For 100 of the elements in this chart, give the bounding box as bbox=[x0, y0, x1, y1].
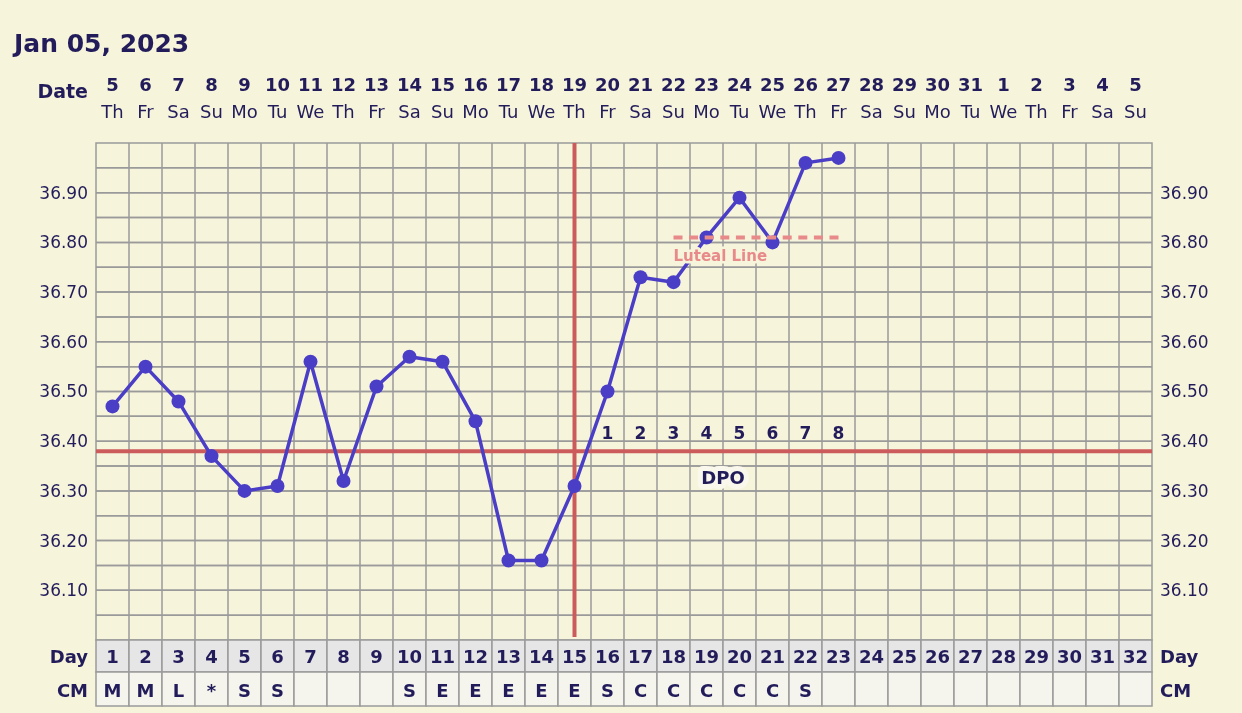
x-tick-label: 16 S bbox=[594, 646, 621, 701]
x-tick-label: 27 bbox=[957, 646, 984, 667]
x-tick-label: 20 C bbox=[726, 646, 753, 701]
x2-tick-label: 20 Fr bbox=[594, 74, 621, 122]
annotation: 4 bbox=[700, 423, 713, 444]
x2-tick-label: 29 Su bbox=[891, 74, 918, 122]
x2-tick-label: 10 Tu bbox=[264, 74, 291, 122]
x-tick-label: 31 bbox=[1089, 646, 1116, 667]
x-tick-label: 26 bbox=[924, 646, 951, 667]
y-tick-label: 36.10 bbox=[39, 580, 88, 601]
point bbox=[204, 449, 219, 464]
annotation: 1 bbox=[601, 423, 614, 444]
x-tick-label: 29 bbox=[1023, 646, 1050, 667]
x2-axis-title: Date bbox=[37, 80, 88, 102]
x-tick-label: 24 bbox=[858, 646, 885, 667]
point bbox=[435, 354, 450, 369]
annotation: 5 bbox=[733, 423, 746, 444]
point bbox=[171, 394, 186, 409]
point bbox=[105, 399, 120, 414]
x2-tick-label: 21 Sa bbox=[627, 74, 654, 122]
x2-tick-label: 19 Th bbox=[561, 74, 588, 122]
x-tick-label: 25 bbox=[891, 646, 918, 667]
x-tick-label: 30 bbox=[1056, 646, 1083, 667]
y-tick-label: 36.50 bbox=[39, 381, 88, 402]
x-tick-label: 17 C bbox=[627, 646, 654, 701]
x-tick-label: 10 S bbox=[396, 646, 423, 701]
x-tick-label: 11 E bbox=[429, 646, 456, 701]
x-tick-label: 8 bbox=[337, 646, 350, 667]
x-tick-label: 21 C bbox=[759, 646, 786, 701]
point bbox=[468, 414, 483, 429]
ref-line-label: DPO bbox=[701, 467, 745, 489]
y2-tick-label: 36.90 bbox=[1160, 182, 1209, 203]
point bbox=[237, 483, 252, 498]
x-tick-label: 1 M bbox=[103, 646, 122, 701]
point bbox=[534, 553, 549, 568]
x2-tick-label: 9 Mo bbox=[231, 74, 258, 122]
point bbox=[501, 553, 516, 568]
x2-tick-label: 5 Th bbox=[100, 74, 124, 122]
annotation: 2 bbox=[634, 423, 647, 444]
x2-tick-label: 11 We bbox=[296, 74, 325, 122]
point bbox=[567, 478, 582, 493]
x2-tick-label: 1 We bbox=[989, 74, 1018, 122]
x-tick-label: 3 L bbox=[172, 646, 185, 701]
x2-tick-label: 27 Fr bbox=[825, 74, 852, 122]
x-tick-label: 4 * bbox=[205, 646, 218, 701]
x2-tick-label: 31 Tu bbox=[957, 74, 984, 122]
y-tick-label: 36.80 bbox=[39, 232, 88, 253]
y2-tick-label: 36.40 bbox=[1160, 431, 1209, 452]
x2-tick-label: 6 Fr bbox=[137, 74, 155, 122]
annotation: 3 bbox=[667, 423, 680, 444]
point bbox=[831, 150, 846, 165]
x-tick-label: 2 M bbox=[136, 646, 155, 701]
x2-tick-label: 3 Fr bbox=[1061, 74, 1079, 122]
y2-tick-label: 36.30 bbox=[1160, 480, 1209, 501]
annotation: 7 bbox=[799, 423, 812, 444]
x2-tick-label: 14 Sa bbox=[396, 74, 423, 122]
x-tick-label: 7 bbox=[304, 646, 317, 667]
x2-tick-label: 13 Fr bbox=[363, 74, 390, 122]
point bbox=[402, 349, 417, 364]
point bbox=[732, 190, 747, 205]
y2-tick-label: 36.10 bbox=[1160, 580, 1209, 601]
point bbox=[798, 155, 813, 170]
x2-tick-label: 5 Su bbox=[1124, 74, 1147, 122]
x-tick-label: 23 bbox=[825, 646, 852, 667]
x2-tick-label: 17 Tu bbox=[495, 74, 522, 122]
x2-tick-label: 12 Th bbox=[330, 74, 357, 122]
x2-tick-label: 26 Th bbox=[792, 74, 819, 122]
x2-tick-label: 15 Su bbox=[429, 74, 456, 122]
x-tick-label: 28 bbox=[990, 646, 1017, 667]
point bbox=[303, 354, 318, 369]
x2-tick-label: 25 We bbox=[758, 74, 787, 122]
point bbox=[666, 275, 681, 290]
x-tick-label: 19 C bbox=[693, 646, 720, 701]
x2-tick-label: 30 Mo bbox=[924, 74, 951, 122]
y2-tick-label: 36.20 bbox=[1160, 530, 1209, 551]
annotation: 6 bbox=[766, 423, 779, 444]
x-tick-label: 5 S bbox=[238, 646, 251, 701]
x-axis-title: Day CM bbox=[49, 646, 89, 701]
y2-tick-label: 36.80 bbox=[1160, 232, 1209, 253]
x2-tick-label: 2 Th bbox=[1024, 74, 1048, 122]
chart-title: Jan 05, 2023 bbox=[12, 29, 190, 58]
y-tick-label: 36.70 bbox=[39, 282, 88, 303]
x2-tick-label: 23 Mo bbox=[693, 74, 720, 122]
y2-tick-label: 36.50 bbox=[1160, 381, 1209, 402]
x-tick-label: 15 E bbox=[561, 646, 588, 701]
x-tick-label: 22 S bbox=[792, 646, 819, 701]
x2-tick-label: 4 Sa bbox=[1091, 74, 1114, 122]
point bbox=[270, 478, 285, 493]
point bbox=[138, 359, 153, 374]
y2-tick-label: 36.70 bbox=[1160, 282, 1209, 303]
x2-tick-label: 22 Su bbox=[660, 74, 687, 122]
x-tick-label: 9 bbox=[370, 646, 383, 667]
x2-tick-label: 16 Mo bbox=[462, 74, 489, 122]
text: Day CM bbox=[1160, 646, 1199, 701]
y-tick-label: 36.20 bbox=[39, 530, 88, 551]
x-tick-label: 6 S bbox=[271, 646, 284, 701]
point bbox=[369, 379, 384, 394]
x2-tick-label: 24 Tu bbox=[726, 74, 753, 122]
y-tick-label: 36.40 bbox=[39, 431, 88, 452]
x2-tick-label: 28 Sa bbox=[858, 74, 885, 122]
